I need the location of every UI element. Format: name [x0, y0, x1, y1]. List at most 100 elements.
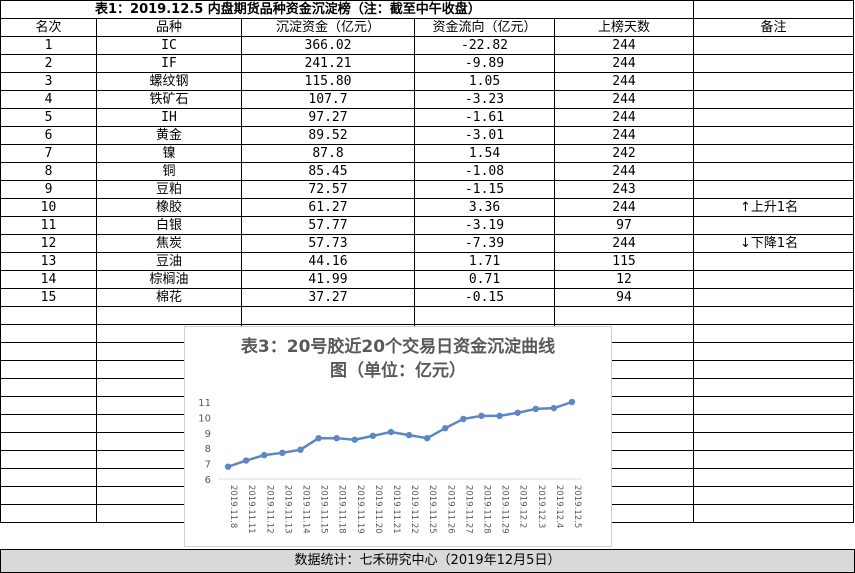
- cell-rank[interactable]: 9: [0, 180, 97, 199]
- cell-note[interactable]: [693, 252, 854, 271]
- cell-days[interactable]: 244: [554, 234, 694, 253]
- cell-flow[interactable]: -0.15: [414, 288, 555, 307]
- empty-cell[interactable]: [414, 306, 555, 325]
- empty-cell[interactable]: [554, 306, 694, 325]
- cell-name[interactable]: 螺纹钢: [96, 72, 242, 91]
- empty-cell[interactable]: [693, 396, 854, 415]
- cell-name[interactable]: 棉花: [96, 288, 242, 307]
- cell-note[interactable]: [693, 180, 854, 199]
- cell-days[interactable]: 115: [554, 252, 694, 271]
- cell-flow[interactable]: 1.71: [414, 252, 555, 271]
- empty-cell[interactable]: [693, 432, 854, 451]
- empty-cell[interactable]: [0, 486, 97, 505]
- empty-cell[interactable]: [0, 504, 97, 523]
- cell-flow[interactable]: -3.23: [414, 90, 555, 109]
- cell-flow[interactable]: -1.15: [414, 180, 555, 199]
- cell-capital[interactable]: 37.27: [241, 288, 415, 307]
- cell-note[interactable]: ↓下降1名: [693, 234, 854, 253]
- cell-note[interactable]: [693, 72, 854, 91]
- cell-capital[interactable]: 241.21: [241, 54, 415, 73]
- empty-cell[interactable]: [693, 324, 854, 343]
- cell-note[interactable]: [693, 288, 854, 307]
- cell-rank[interactable]: 14: [0, 270, 97, 289]
- cell-name[interactable]: 豆粕: [96, 180, 242, 199]
- cell-capital[interactable]: 57.77: [241, 216, 415, 235]
- empty-cell[interactable]: [693, 486, 854, 505]
- cell-capital[interactable]: 41.99: [241, 270, 415, 289]
- empty-cell[interactable]: [693, 468, 854, 487]
- cell-capital[interactable]: 44.16: [241, 252, 415, 271]
- cell-rank[interactable]: 1: [0, 36, 97, 55]
- cell-note[interactable]: [693, 90, 854, 109]
- empty-cell[interactable]: [0, 396, 97, 415]
- empty-cell[interactable]: [0, 324, 97, 343]
- cell-days[interactable]: 244: [554, 108, 694, 127]
- cell-rank[interactable]: 2: [0, 54, 97, 73]
- cell-days[interactable]: 244: [554, 126, 694, 145]
- cell-name[interactable]: IH: [96, 108, 242, 127]
- cell-note[interactable]: [693, 36, 854, 55]
- cell-days[interactable]: 244: [554, 54, 694, 73]
- cell-days[interactable]: 243: [554, 180, 694, 199]
- cell-capital[interactable]: 366.02: [241, 36, 415, 55]
- empty-cell[interactable]: [693, 378, 854, 397]
- cell-name[interactable]: 橡胶: [96, 198, 242, 217]
- cell-name[interactable]: 黄金: [96, 126, 242, 145]
- cell-rank[interactable]: 6: [0, 126, 97, 145]
- empty-cell[interactable]: [0, 432, 97, 451]
- empty-cell[interactable]: [0, 360, 97, 379]
- cell-note[interactable]: [693, 216, 854, 235]
- cell-rank[interactable]: 8: [0, 162, 97, 181]
- cell-name[interactable]: 镍: [96, 144, 242, 163]
- cell-capital[interactable]: 97.27: [241, 108, 415, 127]
- cell-capital[interactable]: 89.52: [241, 126, 415, 145]
- empty-cell[interactable]: [0, 342, 97, 361]
- cell-days[interactable]: 12: [554, 270, 694, 289]
- cell-days[interactable]: 244: [554, 36, 694, 55]
- cell-flow[interactable]: -7.39: [414, 234, 555, 253]
- cell-name[interactable]: 焦炭: [96, 234, 242, 253]
- empty-cell[interactable]: [693, 360, 854, 379]
- cell-note[interactable]: [693, 126, 854, 145]
- cell-flow[interactable]: -3.19: [414, 216, 555, 235]
- empty-cell[interactable]: [693, 414, 854, 433]
- cell-rank[interactable]: 13: [0, 252, 97, 271]
- cell-days[interactable]: 244: [554, 72, 694, 91]
- empty-cell[interactable]: [693, 450, 854, 469]
- cell-capital[interactable]: 61.27: [241, 198, 415, 217]
- cell-note[interactable]: [693, 270, 854, 289]
- empty-cell[interactable]: [693, 504, 854, 523]
- cell-rank[interactable]: 11: [0, 216, 97, 235]
- cell-capital[interactable]: 85.45: [241, 162, 415, 181]
- empty-cell[interactable]: [693, 306, 854, 325]
- cell-days[interactable]: 244: [554, 162, 694, 181]
- cell-rank[interactable]: 5: [0, 108, 97, 127]
- empty-cell[interactable]: [241, 306, 415, 325]
- cell-note[interactable]: [693, 108, 854, 127]
- cell-name[interactable]: 豆油: [96, 252, 242, 271]
- cell-flow[interactable]: -22.82: [414, 36, 555, 55]
- cell-name[interactable]: 白银: [96, 216, 242, 235]
- cell-days[interactable]: 97: [554, 216, 694, 235]
- cell-days[interactable]: 244: [554, 198, 694, 217]
- empty-cell[interactable]: [693, 0, 854, 19]
- cell-note[interactable]: [693, 144, 854, 163]
- cell-rank[interactable]: 4: [0, 90, 97, 109]
- cell-flow[interactable]: -9.89: [414, 54, 555, 73]
- cell-days[interactable]: 242: [554, 144, 694, 163]
- empty-cell[interactable]: [0, 414, 97, 433]
- cell-flow[interactable]: -3.01: [414, 126, 555, 145]
- cell-rank[interactable]: 3: [0, 72, 97, 91]
- cell-flow[interactable]: 1.05: [414, 72, 555, 91]
- cell-flow[interactable]: -1.08: [414, 162, 555, 181]
- cell-name[interactable]: IC: [96, 36, 242, 55]
- cell-days[interactable]: 94: [554, 288, 694, 307]
- cell-days[interactable]: 244: [554, 90, 694, 109]
- cell-capital[interactable]: 57.73: [241, 234, 415, 253]
- empty-cell[interactable]: [693, 342, 854, 361]
- cell-capital[interactable]: 72.57: [241, 180, 415, 199]
- cell-flow[interactable]: 3.36: [414, 198, 555, 217]
- cell-name[interactable]: IF: [96, 54, 242, 73]
- cell-rank[interactable]: 12: [0, 234, 97, 253]
- cell-capital[interactable]: 107.7: [241, 90, 415, 109]
